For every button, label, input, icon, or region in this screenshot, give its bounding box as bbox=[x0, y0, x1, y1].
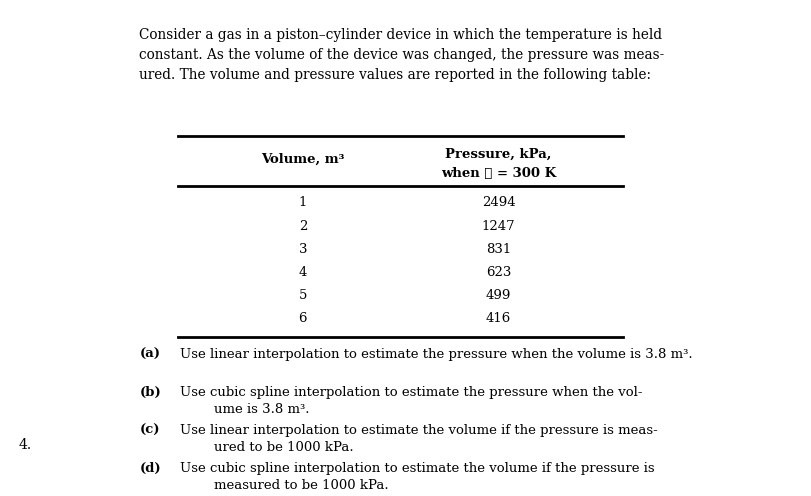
Text: 5: 5 bbox=[298, 289, 307, 302]
Text: Use cubic spline interpolation to estimate the pressure when the vol-
        um: Use cubic spline interpolation to estima… bbox=[180, 386, 642, 417]
Text: 3: 3 bbox=[298, 243, 307, 256]
Text: when ℓ = 300 K: when ℓ = 300 K bbox=[440, 167, 556, 180]
Text: 1: 1 bbox=[298, 196, 307, 209]
Text: Use linear interpolation to estimate the volume if the pressure is meas-
       : Use linear interpolation to estimate the… bbox=[180, 424, 657, 454]
Text: 1247: 1247 bbox=[481, 220, 515, 233]
Text: 623: 623 bbox=[485, 266, 511, 279]
Text: 416: 416 bbox=[485, 312, 511, 325]
Text: (b): (b) bbox=[139, 386, 161, 399]
Text: (a): (a) bbox=[139, 348, 160, 361]
Text: 2: 2 bbox=[298, 220, 307, 233]
Text: (c): (c) bbox=[139, 424, 160, 437]
Text: Volume, m³: Volume, m³ bbox=[261, 153, 344, 166]
Text: Use cubic spline interpolation to estimate the volume if the pressure is
       : Use cubic spline interpolation to estima… bbox=[180, 462, 654, 493]
Text: Consider a gas in a piston–cylinder device in which the temperature is held
cons: Consider a gas in a piston–cylinder devi… bbox=[139, 28, 663, 82]
Text: Use linear interpolation to estimate the pressure when the volume is 3.8 m³.: Use linear interpolation to estimate the… bbox=[180, 348, 692, 361]
Text: 4.: 4. bbox=[19, 438, 32, 452]
Text: 6: 6 bbox=[298, 312, 307, 325]
Text: 499: 499 bbox=[485, 289, 511, 302]
Text: 831: 831 bbox=[485, 243, 511, 256]
Text: 2494: 2494 bbox=[481, 196, 515, 209]
Text: 4: 4 bbox=[298, 266, 307, 279]
Text: (d): (d) bbox=[139, 462, 161, 475]
Text: Pressure, kPa,: Pressure, kPa, bbox=[444, 148, 551, 161]
